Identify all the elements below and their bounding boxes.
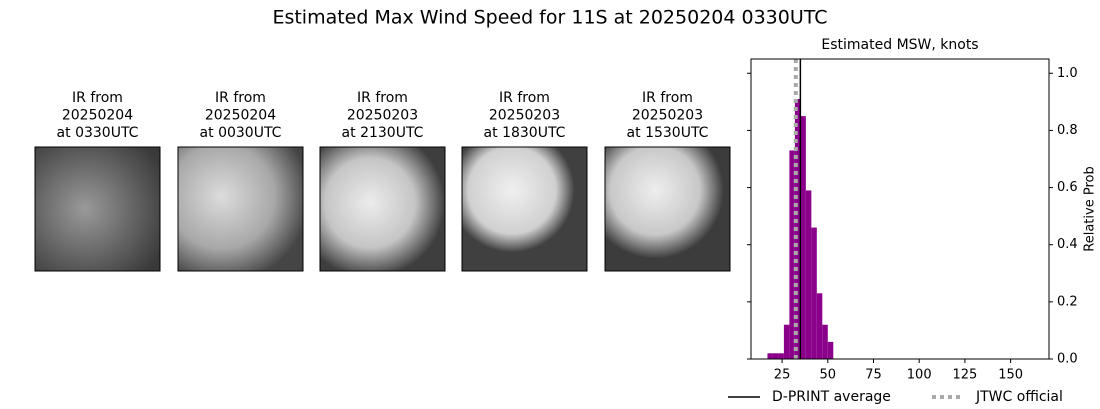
figure-title: Estimated Max Wind Speed for 11S at 2025… xyxy=(272,7,827,29)
bar xyxy=(816,293,823,359)
ir-image xyxy=(461,146,588,272)
panel-title: 20250203 xyxy=(632,108,703,124)
x-tick-label: 100 xyxy=(907,368,932,383)
panel-title: IR from xyxy=(499,90,550,106)
ir-image xyxy=(319,146,446,272)
chart-title: Estimated MSW, knots xyxy=(821,37,978,53)
panel-title: at 0030UTC xyxy=(200,125,282,141)
panel-title: 20250204 xyxy=(62,108,133,124)
x-tick-label: 150 xyxy=(998,368,1023,383)
bar xyxy=(800,116,806,360)
x-tick-label: 50 xyxy=(820,368,837,383)
panel-title: at 2130UTC xyxy=(342,125,424,141)
y-tick-label: 0.4 xyxy=(1057,237,1078,252)
y-tick-label: 0.8 xyxy=(1057,123,1078,138)
plot-frame xyxy=(750,58,1050,360)
panels xyxy=(34,146,731,272)
legend-label: D-PRINT average xyxy=(772,389,891,405)
x-tick-label: 125 xyxy=(952,368,977,383)
panel-title: IR from xyxy=(642,90,693,106)
bar xyxy=(783,324,790,359)
ir-image xyxy=(34,146,161,272)
panel-title: 20250203 xyxy=(347,108,418,124)
bar xyxy=(767,353,773,359)
x-tick-label: 25 xyxy=(774,368,791,383)
ir-image xyxy=(177,146,304,272)
y-tick-label: 0.0 xyxy=(1057,352,1078,367)
ir-image xyxy=(604,146,731,272)
panel-title: 20250204 xyxy=(205,108,276,124)
y-tick-label: 0.2 xyxy=(1057,294,1078,309)
bar xyxy=(811,227,817,359)
bar xyxy=(778,353,784,359)
y-tick-label: 1.0 xyxy=(1057,66,1078,81)
y-tick-label: 0.6 xyxy=(1057,180,1078,195)
bar xyxy=(789,150,795,359)
bar xyxy=(822,324,828,359)
x-tick-label: 75 xyxy=(865,368,882,383)
panel-title: IR from xyxy=(357,90,408,106)
bar xyxy=(805,190,812,359)
panel-title: at 1830UTC xyxy=(484,125,566,141)
panel-title: IR from xyxy=(72,90,123,106)
bar xyxy=(772,353,779,359)
panel-title: at 0330UTC xyxy=(57,125,139,141)
panel-title: IR from xyxy=(215,90,266,106)
legend-label: JTWC official xyxy=(975,389,1063,405)
y-axis-label: Relative Prob xyxy=(1083,166,1098,251)
panel-title: 20250203 xyxy=(489,108,560,124)
panel-title: at 1530UTC xyxy=(627,125,709,141)
bar xyxy=(827,341,834,359)
